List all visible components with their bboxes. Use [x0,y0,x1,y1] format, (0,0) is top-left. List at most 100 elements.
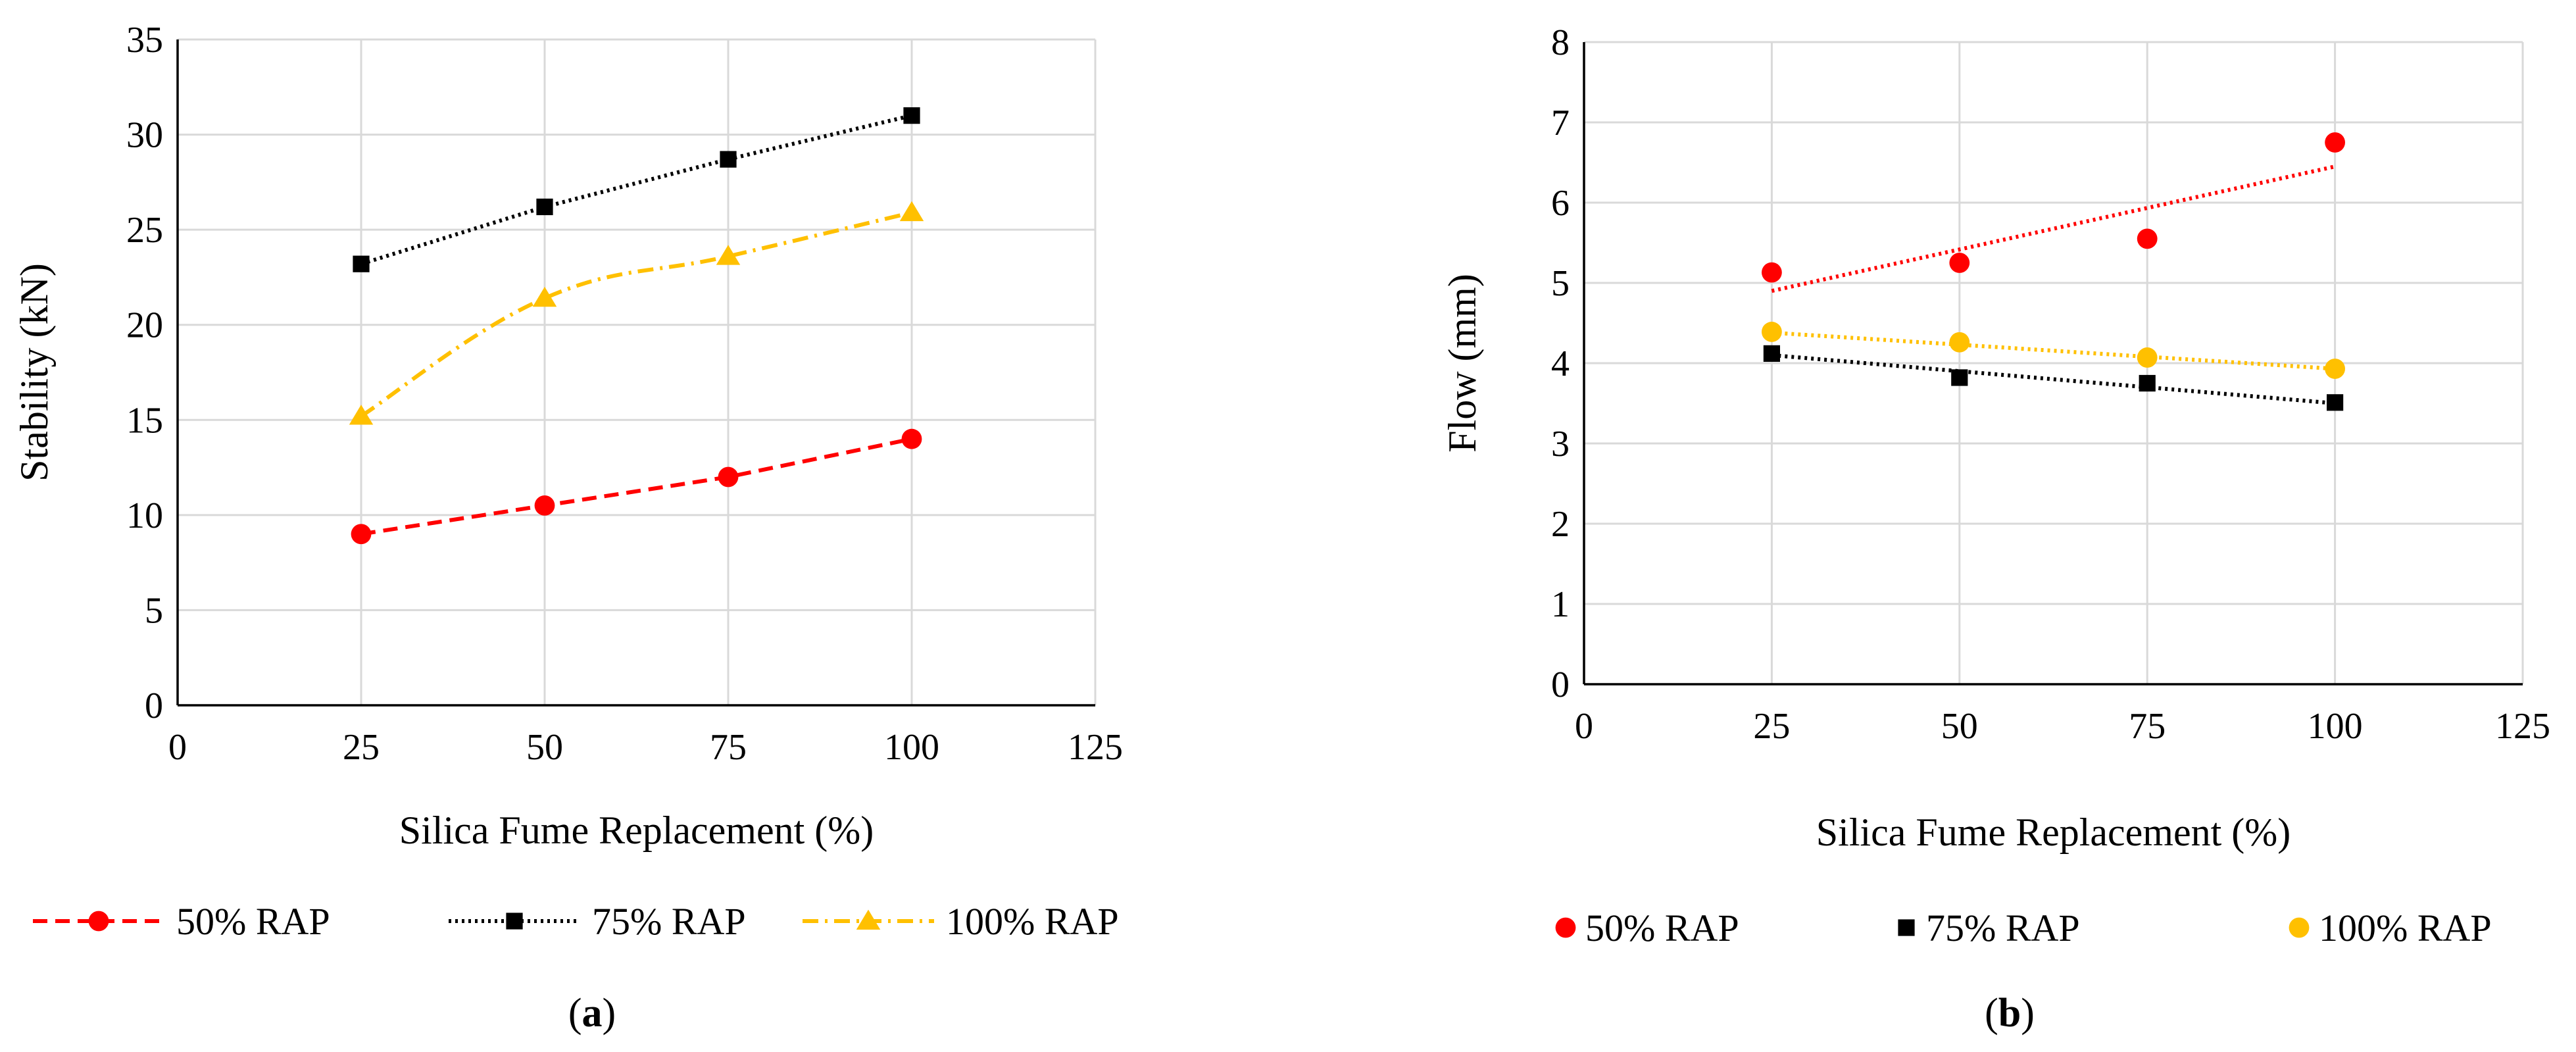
x-tick-label: 0 [168,727,187,768]
y-tick-label: 3 [1551,424,1570,464]
series-100-rap [1762,322,2346,379]
legend-item: 50% RAP [1555,907,1739,949]
x-tick-label: 25 [343,727,380,768]
legend-label: 50% RAP [176,900,330,943]
legend-swatch-marker [1898,919,1915,936]
data-point [1763,345,1780,362]
legend-swatch-marker [1555,917,1576,938]
panel-caption: (a) [568,991,616,1036]
x-tick-label: 100 [2308,706,2363,747]
y-axis-title: Stability (kN) [12,263,56,482]
series-100-rap [349,201,924,425]
x-tick-label: 50 [1941,706,1978,747]
panel-b-flow-chart: 0 1 2 3 4 5 6 7 8 0 25 50 75 100 125 Silica Fume Replac… [1441,22,2550,1036]
data-point [1762,262,1782,283]
y-tick-label: 5 [145,590,163,631]
x-tick-label: 125 [2495,706,2550,747]
data-point [899,201,924,222]
y-tick-label: 35 [126,20,163,61]
legend-item: 100% RAP [803,900,1119,943]
y-tick-label: 15 [126,400,163,441]
data-point [2327,394,2344,411]
legend-item: 50% RAP [33,900,330,943]
data-point [1951,369,1968,386]
legend-swatch-marker [2289,917,2310,938]
legend-item: 100% RAP [2289,907,2492,949]
data-point [2325,132,2346,153]
legend-label: 75% RAP [1926,907,2080,949]
series-50-rap [1762,132,2346,293]
data-point [2137,347,2158,368]
y-tick-label: 0 [1551,664,1570,705]
panel-a-stability-chart: 0 5 10 15 20 25 30 35 0 25 50 75 100 125 Silica Fume R… [12,20,1123,1036]
series-line [360,437,912,536]
x-tick-label: 75 [2129,706,2166,747]
y-tick-label: 4 [1551,343,1570,384]
trendline [1771,164,2336,293]
x-axis-title: Silica Fume Replacement (%) [1816,811,2291,854]
data-point [349,405,374,425]
data-point [2137,228,2158,249]
y-tick-label: 10 [126,495,163,536]
y-tick-label: 20 [126,305,163,346]
y-tick-label: 30 [126,115,163,156]
data-point [532,286,557,307]
data-point [901,428,922,449]
trendline [1771,330,2335,371]
y-tick-label: 8 [1551,22,1570,63]
x-axis-title: Silica Fume Replacement (%) [399,809,874,852]
y-tick-label: 5 [1551,263,1570,304]
legend-label: 100% RAP [2319,907,2492,949]
data-point [720,151,737,168]
data-point [353,255,370,272]
x-tick-label: 75 [710,727,747,768]
legend-label: 100% RAP [946,900,1119,943]
caption-paren-close: ) [2021,991,2035,1036]
series-75-rap [1763,345,2344,411]
series-50-rap [351,428,922,545]
data-point [1762,322,1782,342]
data-point [2139,374,2156,392]
x-tick-label: 100 [884,727,939,768]
trendline [1771,353,2335,405]
y-tick-label: 25 [126,210,163,251]
legend-swatch-marker [506,913,523,930]
data-point [351,524,372,545]
caption-paren-open: ( [1985,991,1998,1036]
data-point [1949,253,1970,273]
data-point [718,466,739,488]
y-tick-label: 1 [1551,584,1570,625]
y-tick-label: 7 [1551,103,1570,143]
x-tick-label: 125 [1068,727,1123,768]
x-tick-label: 25 [1753,706,1790,747]
data-point [536,198,553,216]
series-75-rap [353,107,920,272]
x-tick-label: 50 [526,727,563,768]
data-point [716,245,741,265]
legend: 50% RAP 75% RAP 100% RAP [33,900,1119,943]
y-tick-label: 2 [1551,504,1570,545]
panel-caption: (b) [1985,991,2035,1036]
legend-item: 75% RAP [449,900,746,943]
legend-label: 50% RAP [1585,907,1739,949]
legend-label: 75% RAP [592,900,746,943]
series-line [360,211,912,418]
data-point [2325,359,2346,379]
caption-letter: b [1998,991,2021,1036]
y-tick-label: 6 [1551,183,1570,224]
y-tick-label: 0 [145,686,163,726]
legend-swatch-marker [88,911,109,932]
caption-paren-open: ( [568,991,582,1036]
caption-letter: a [582,991,603,1036]
data-point [903,107,920,124]
y-axis-title: Flow (mm) [1441,274,1484,453]
caption-paren-close: ) [603,991,616,1036]
x-tick-label: 0 [1575,706,1593,747]
series-line [360,113,912,266]
data-point [1949,332,1970,353]
legend-item: 75% RAP [1898,907,2080,949]
data-point [534,495,555,516]
legend-swatch-marker [856,909,881,930]
legend: 50% RAP 75% RAP 100% RAP [1555,907,2492,949]
